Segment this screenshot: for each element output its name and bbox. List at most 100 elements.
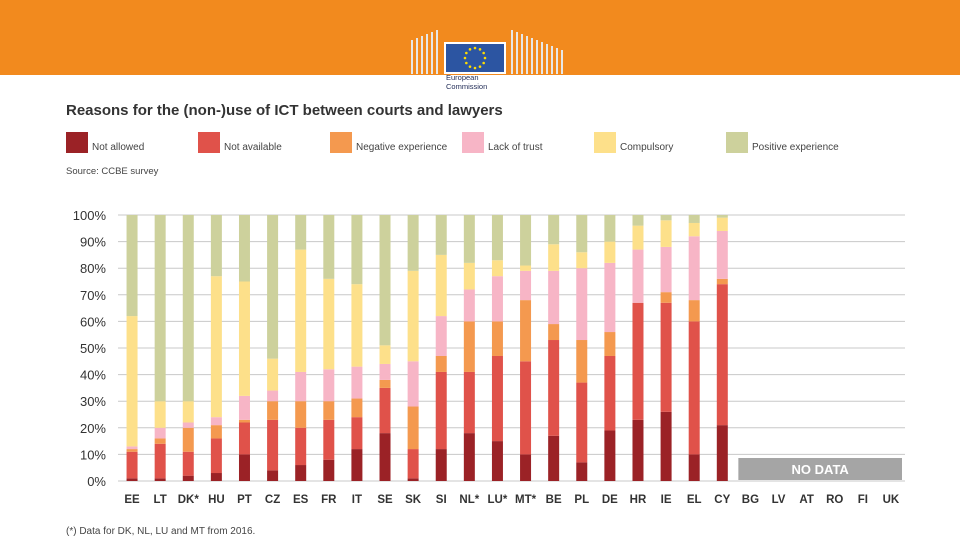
bar-segment (407, 361, 419, 407)
bar-segment (351, 398, 363, 418)
bar-segment (351, 449, 363, 481)
no-data-label: NO DATA (792, 462, 850, 477)
bar-segment (660, 220, 672, 247)
legend-swatch (726, 132, 748, 153)
bar-segment (210, 276, 222, 418)
bar-segment (491, 260, 503, 277)
legend-label: Lack of trust (488, 142, 543, 153)
bar-segment (660, 411, 672, 481)
bar-segment (351, 284, 363, 367)
legend-label: Not allowed (92, 142, 145, 153)
x-tick-label: LU* (488, 494, 508, 506)
bar-segment (323, 278, 335, 370)
x-tick-label: DE (602, 494, 618, 506)
bar-segment (548, 244, 560, 271)
bar-segment (548, 270, 560, 325)
x-tick-label: HU (208, 494, 225, 506)
bar-segment (491, 215, 503, 261)
bar-segment (716, 230, 728, 279)
eu-star-icon (482, 61, 485, 65)
bar-segment (632, 215, 644, 226)
x-tick-label: BE (546, 494, 562, 506)
y-tick-label: 60% (80, 314, 106, 329)
bar-segment (379, 433, 391, 481)
x-tick-label: EL (687, 494, 702, 506)
eu-stars-icon (463, 46, 487, 70)
bar-segment (435, 371, 447, 450)
bar-segment (716, 425, 728, 481)
bar-segment (154, 215, 166, 402)
bar-segment (463, 289, 475, 322)
eu-star-icon (473, 66, 477, 70)
bar-segment (491, 276, 503, 322)
bar-segment (295, 371, 307, 402)
bar-segment (238, 422, 250, 455)
bar-segment (576, 252, 588, 269)
bar-segment (238, 395, 250, 420)
x-tick-label: DK* (178, 494, 200, 506)
bar-segment (435, 316, 447, 356)
bar-segment (576, 382, 588, 463)
bar-segment (435, 355, 447, 372)
bar-segment (323, 369, 335, 402)
eu-star-icon (463, 56, 467, 60)
bar-segment (126, 446, 138, 450)
x-tick-label: IT (352, 494, 362, 506)
x-tick-label: PT (237, 494, 252, 506)
x-tick-label: LV (772, 494, 786, 506)
bar-segment (379, 215, 391, 346)
x-tick-label: MT* (515, 494, 537, 506)
bar-segment (576, 268, 588, 341)
bar-segment (238, 215, 250, 282)
bar-segment (182, 475, 194, 481)
x-tick-label: IE (661, 494, 672, 506)
bar-segment (520, 270, 532, 301)
x-tick-label: FI (858, 494, 868, 506)
bar-segment (548, 324, 560, 341)
bar-segment (267, 419, 279, 471)
bar-segment (435, 449, 447, 481)
eu-star-icon (473, 46, 477, 50)
legend-label: Not available (224, 142, 282, 153)
logo-building-icon (411, 30, 563, 74)
bar-segment (716, 215, 728, 218)
x-tick-label: SE (377, 494, 393, 506)
bar-segment (238, 281, 250, 396)
bar-segment (576, 462, 588, 481)
legend-label: Negative experience (356, 142, 448, 153)
y-tick-label: 0% (87, 474, 106, 489)
eu-star-icon (465, 51, 468, 55)
x-tick-label: PL (574, 494, 589, 506)
bar-segment (238, 454, 250, 481)
bar-segment (182, 215, 194, 402)
bar-segment (210, 473, 222, 481)
bar-segment (463, 371, 475, 434)
bar-segment (154, 443, 166, 479)
bar-segment (660, 292, 672, 303)
legend-label: Positive experience (752, 142, 839, 153)
bar-segment (491, 441, 503, 481)
bar-segment (154, 478, 166, 481)
bar-segment (688, 215, 700, 223)
bar-segment (548, 215, 560, 245)
bar-segment (295, 427, 307, 466)
legend-label: Compulsory (620, 142, 674, 153)
x-tick-label: SI (436, 494, 447, 506)
european-commission-logo: European Commission (408, 14, 568, 98)
x-tick-label: BG (742, 494, 759, 506)
bar-segment (604, 241, 616, 263)
bar-segment (267, 358, 279, 391)
y-tick-label: 40% (80, 368, 106, 383)
bar-segment (323, 401, 335, 420)
logo-text: European Commission (446, 73, 487, 91)
bar-segment (323, 459, 335, 481)
bar-segment (520, 454, 532, 481)
y-tick-label: 100% (73, 208, 107, 223)
x-tick-label: EE (124, 494, 140, 506)
bar-segment (463, 433, 475, 481)
bar-segment (660, 302, 672, 412)
y-tick-label: 20% (80, 421, 106, 436)
bar-segment (126, 215, 138, 317)
chart-title: Reasons for the (non-)use of ICT between… (66, 102, 503, 119)
